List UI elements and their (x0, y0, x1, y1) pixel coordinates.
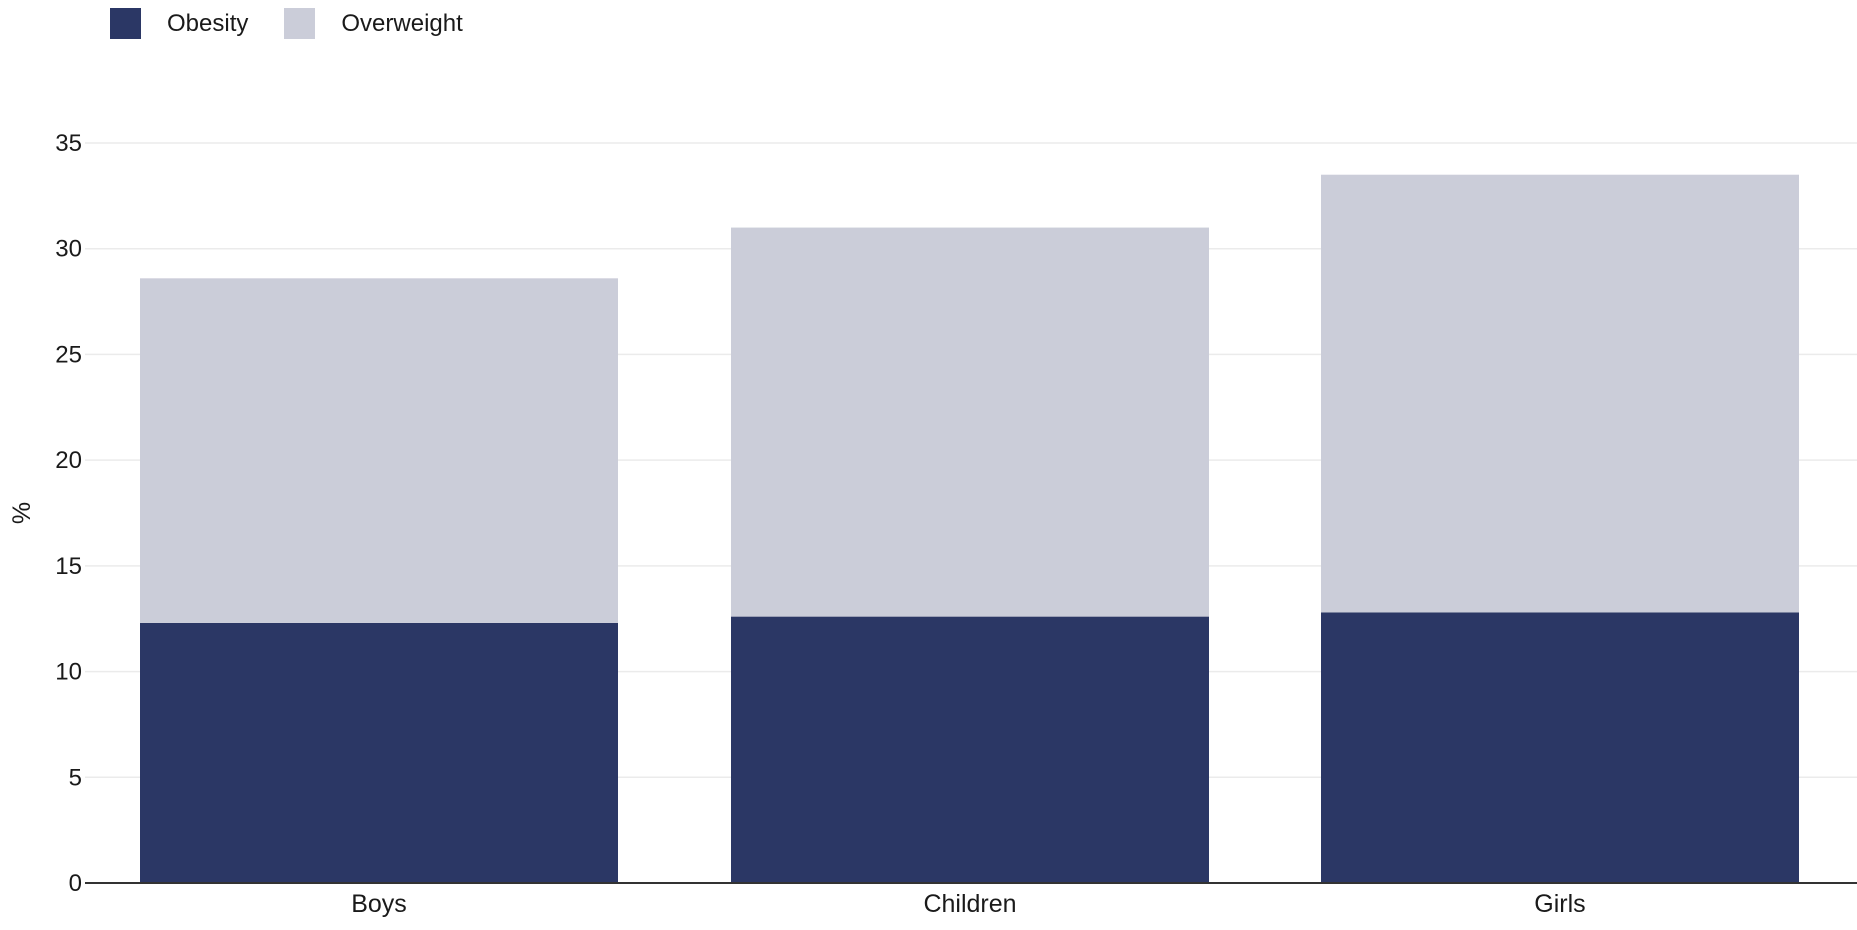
bar-overweight-girls (1321, 174, 1799, 613)
y-tick-label: 15 (55, 553, 82, 580)
y-tick-label: 0 (69, 870, 82, 897)
legend-label-overweight: Overweight (341, 9, 463, 37)
y-tick-label: 30 (55, 236, 82, 263)
y-tick-label: 20 (55, 447, 82, 474)
bar-obesity-boys (140, 622, 618, 883)
x-axis-ticks: Boys Children Girls (351, 890, 1585, 918)
y-axis-ticks: 0 5 10 15 20 25 30 35 (55, 130, 82, 897)
x-tick-label: Boys (351, 890, 407, 918)
bar-obesity-children (731, 616, 1209, 883)
bar-overweight-boys (140, 278, 618, 623)
bars (140, 174, 1799, 883)
bar-obesity-girls (1321, 612, 1799, 883)
legend-item-obesity: Obesity (110, 8, 248, 39)
bar-overweight-children (731, 227, 1209, 617)
legend: Obesity Overweight (110, 8, 499, 39)
x-tick-label: Girls (1534, 890, 1585, 918)
legend-label-obesity: Obesity (167, 9, 249, 37)
y-axis-label: % (8, 502, 36, 524)
x-tick-label: Children (923, 890, 1016, 918)
legend-swatch-overweight (284, 8, 316, 39)
legend-item-overweight: Overweight (284, 8, 463, 39)
y-tick-label: 35 (55, 130, 82, 157)
y-tick-label: 5 (69, 764, 82, 791)
y-tick-label: 25 (55, 341, 82, 368)
y-tick-label: 10 (55, 659, 82, 686)
legend-swatch-obesity (110, 8, 141, 39)
